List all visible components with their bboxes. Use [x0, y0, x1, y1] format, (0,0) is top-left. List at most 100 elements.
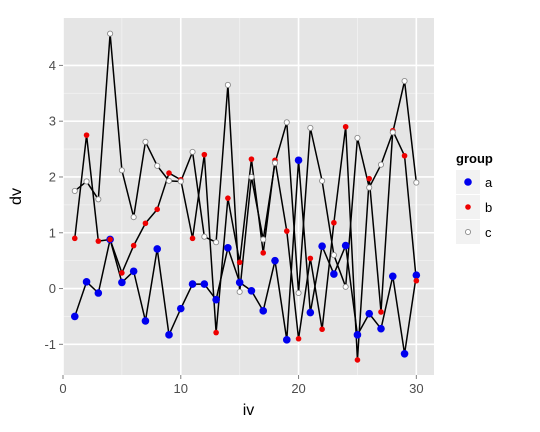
point-a	[412, 271, 421, 279]
point-c	[189, 148, 196, 155]
point-c	[389, 129, 396, 136]
x-axis-title: iv	[243, 402, 255, 419]
point-a	[141, 317, 150, 325]
point-c	[236, 288, 243, 295]
series-line-c	[74, 32, 418, 294]
point-a	[318, 242, 326, 250]
point-b	[236, 259, 243, 266]
point-a	[330, 270, 338, 278]
legend-marker-a	[464, 178, 472, 186]
point-a	[388, 272, 397, 281]
point-a	[224, 244, 232, 252]
point-a	[377, 324, 385, 333]
point-c	[330, 252, 337, 259]
point-b	[107, 236, 113, 243]
point-c	[366, 184, 373, 191]
point-b	[307, 255, 314, 262]
point-c	[71, 187, 78, 194]
point-b	[331, 219, 337, 226]
point-c	[130, 214, 137, 221]
point-c	[118, 167, 125, 174]
point-c	[295, 289, 302, 297]
point-b	[366, 175, 373, 182]
x-tick-label: 10	[174, 381, 188, 396]
point-a	[353, 331, 362, 339]
series-points	[70, 30, 421, 363]
point-b	[154, 206, 161, 213]
point-a	[235, 278, 244, 287]
point-a	[259, 307, 268, 315]
point-b	[413, 277, 420, 284]
point-b	[142, 220, 149, 227]
point-c	[201, 233, 208, 240]
y-tick-label: 0	[49, 281, 56, 296]
point-a	[94, 289, 103, 297]
point-b	[83, 132, 90, 138]
y-tick-label: 1	[49, 225, 56, 240]
y-tick-label: 2	[49, 169, 56, 184]
point-a	[70, 312, 79, 321]
point-b	[71, 235, 78, 242]
point-b	[342, 123, 349, 130]
point-b	[225, 195, 231, 201]
point-b	[201, 151, 208, 158]
point-a	[212, 295, 220, 304]
point-c	[107, 30, 114, 37]
point-c	[401, 77, 408, 85]
point-b	[319, 326, 325, 333]
point-c	[377, 161, 385, 168]
point-a	[294, 156, 303, 165]
point-a	[306, 308, 315, 317]
point-a	[247, 286, 256, 295]
point-b	[283, 228, 290, 234]
legend-title: group	[456, 151, 493, 166]
point-a	[341, 241, 350, 250]
y-axis-ticks: -1 0 1 2 3 4	[44, 58, 63, 352]
point-b	[166, 170, 172, 176]
x-tick-label: 0	[59, 381, 66, 396]
point-c	[213, 239, 220, 246]
point-a	[188, 280, 197, 288]
x-tick-label: 30	[409, 381, 423, 396]
point-b	[378, 309, 384, 315]
point-a	[200, 280, 209, 288]
y-axis-title: dv	[8, 188, 25, 205]
point-a	[129, 267, 138, 276]
point-c	[154, 162, 161, 169]
point-b	[130, 242, 137, 249]
series-line-b	[74, 126, 418, 361]
x-tick-label: 20	[291, 381, 305, 396]
point-c	[83, 178, 90, 185]
point-b	[401, 152, 408, 159]
legend-label-c: c	[485, 225, 492, 240]
point-a	[271, 256, 279, 265]
point-c	[165, 177, 173, 184]
point-a	[153, 245, 162, 253]
point-b	[119, 270, 125, 276]
point-b	[213, 329, 219, 336]
point-b	[248, 156, 255, 162]
point-c	[307, 124, 314, 131]
point-c	[354, 134, 361, 141]
point-a	[82, 278, 91, 286]
y-tick-label: -1	[44, 337, 56, 352]
point-c	[248, 173, 255, 181]
legend-label-b: b	[485, 200, 492, 215]
y-tick-label: 4	[49, 58, 56, 73]
point-a	[365, 309, 374, 318]
point-a	[282, 336, 291, 344]
point-a	[165, 331, 173, 339]
y-tick-label: 3	[49, 114, 56, 129]
point-b	[260, 250, 267, 256]
plot-panel	[63, 18, 434, 375]
point-c	[224, 81, 231, 88]
legend-label-a: a	[485, 175, 493, 190]
point-b	[189, 235, 196, 242]
point-a	[118, 278, 126, 287]
point-c	[283, 119, 290, 126]
point-b	[354, 357, 361, 363]
point-c	[319, 177, 326, 184]
legend: group abc	[456, 151, 493, 244]
point-c	[413, 179, 420, 186]
